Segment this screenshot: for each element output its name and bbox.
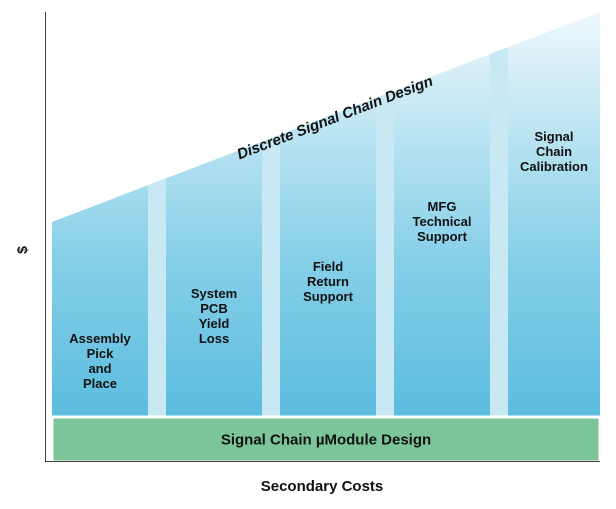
cost-chart: $ Discrete Signal Chain Design Signal Ch… xyxy=(0,0,616,509)
bar-label-4: SignalChainCalibration xyxy=(510,130,598,175)
bar-label-1: SystemPCBYieldLoss xyxy=(168,287,260,347)
umodule-design-label: Signal Chain µModule Design xyxy=(221,431,431,448)
bar-label-0: AssemblyPickandPlace xyxy=(54,332,146,392)
bar-label-3: MFGTechnicalSupport xyxy=(396,200,488,245)
x-axis-label: Secondary Costs xyxy=(261,478,384,495)
y-axis-label: $ xyxy=(14,246,30,254)
bar-label-2: FieldReturnSupport xyxy=(282,260,374,305)
plot-area: Discrete Signal Chain Design Signal Chai… xyxy=(45,12,600,462)
